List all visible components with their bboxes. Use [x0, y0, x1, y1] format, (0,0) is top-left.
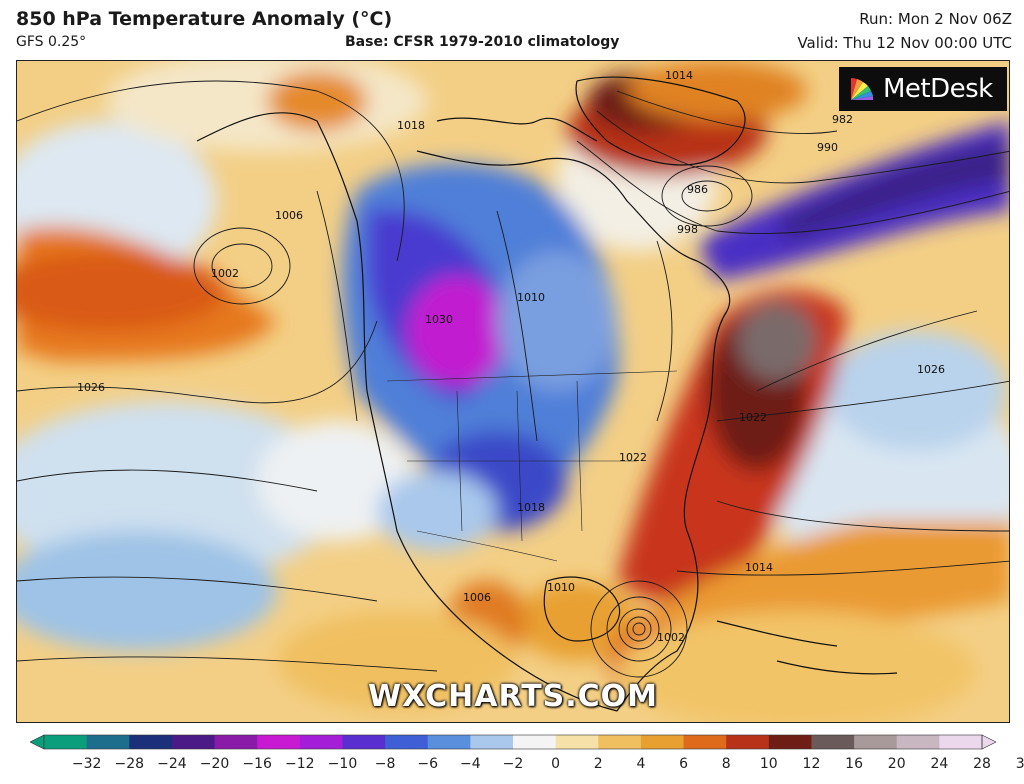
run-time: Run: Mon 2 Nov 06Z — [859, 10, 1012, 28]
colorbar-arrow-high — [981, 734, 997, 750]
isobar-label: 1018 — [397, 119, 425, 132]
isobar-label: 998 — [677, 223, 698, 236]
colorbar-segment — [598, 735, 642, 749]
colorbar-tick-label: 8 — [721, 756, 731, 772]
colorbar-segment — [214, 735, 258, 749]
colorbar-segment — [171, 735, 216, 749]
isobar-label: 1026 — [77, 381, 105, 394]
colorbar-segment — [768, 735, 812, 749]
colorbar-tick-label: −2 — [502, 756, 524, 772]
colorbar-segment — [257, 735, 301, 749]
colorbar-tick-label: 6 — [679, 756, 688, 772]
colorbar-segment — [640, 735, 685, 749]
climatology-base: Base: CFSR 1979-2010 climatology — [345, 34, 620, 50]
colorbar-tick-label: −8 — [374, 756, 396, 772]
isobars — [17, 80, 1009, 678]
isobar-labels: 1014 982 990 986 998 1002 1006 1010 1018… — [77, 69, 945, 644]
anomaly-field — [17, 61, 1009, 722]
colorbar-segment — [129, 735, 173, 749]
colorbar-tick-label: 24 — [930, 756, 949, 772]
colorbar-segment — [896, 735, 940, 749]
colorbar-tick-label: −16 — [242, 756, 272, 772]
colorbar-tick-label: −28 — [114, 756, 145, 772]
valid-time: Valid: Thu 12 Nov 00:00 UTC — [797, 34, 1012, 52]
isobar-label: 1014 — [745, 561, 773, 574]
metdesk-fan-icon — [851, 78, 874, 100]
colorbar-tick-label: 16 — [845, 756, 863, 772]
isobar-label: 1018 — [517, 501, 545, 514]
isobar-label: 1002 — [657, 631, 685, 644]
anomaly-map[interactable]: 1014 982 990 986 998 1002 1006 1010 1018… — [16, 60, 1010, 723]
colorbar-segment — [470, 735, 514, 749]
isobar-label: 1010 — [547, 581, 575, 594]
colorbar-tick-label: 28 — [973, 756, 991, 772]
colorbar-segment — [513, 735, 557, 749]
colorbar-tick-label: 12 — [802, 756, 821, 772]
wxcharts-watermark: WXCHARTS.COM — [367, 679, 659, 714]
colorbar-segment — [939, 735, 983, 749]
isobar-label: 1006 — [463, 591, 491, 604]
colorbar-segment — [86, 735, 130, 749]
metdesk-logo: MetDesk — [839, 67, 1007, 111]
colorbar-segment — [385, 735, 429, 749]
colorbar-arrow-low — [29, 734, 45, 750]
colorbar-tick-label: −12 — [285, 756, 315, 772]
metdesk-logo-text: MetDesk — [883, 74, 993, 104]
coastlines — [196, 76, 898, 712]
chart-title: 850 hPa Temperature Anomaly (°C) — [16, 8, 393, 30]
borders — [386, 370, 678, 562]
model-label: GFS 0.25° — [16, 34, 87, 50]
isobar-label: 1030 — [425, 313, 453, 326]
colorbar-strip — [29, 734, 997, 750]
colorbar-segment — [811, 735, 855, 749]
isobar-label: 1002 — [211, 267, 239, 280]
colorbar-tick-label: 20 — [887, 756, 906, 772]
colorbar-tick-label: 32 — [1015, 756, 1024, 772]
colorbar-segment — [726, 735, 770, 749]
isobar-label: 1010 — [517, 291, 545, 304]
colorbar-tick-label: −20 — [199, 756, 230, 772]
map-canvas: 1014 982 990 986 998 1002 1006 1010 1018… — [17, 61, 1009, 722]
isobar-label: 982 — [832, 113, 853, 126]
colorbar-segment — [427, 735, 471, 749]
colorbar-tick-label: 10 — [759, 756, 778, 772]
colorbar-tick-label: −4 — [460, 756, 481, 772]
colorbar-segment — [854, 735, 898, 749]
colorbar-segment — [555, 735, 599, 749]
colorbar-tick-label: −10 — [327, 756, 358, 772]
isobar-label: 1014 — [665, 69, 693, 82]
isobar-label: 986 — [687, 183, 708, 196]
color-legend: −32 −28 −24 −20 −16 −12 −10 −8 −6 −4 −2 0 2 4 6 8 10 12 16… — [29, 734, 1024, 778]
colorbar-segment — [44, 735, 88, 749]
isobar-label: 1022 — [619, 451, 647, 464]
colorbar-segment — [299, 735, 343, 749]
colorbar-border — [43, 734, 983, 750]
isobar-label: 990 — [817, 141, 838, 154]
isobar-label: 1006 — [275, 209, 303, 222]
colorbar-tick-label: 2 — [593, 756, 603, 772]
isobar-label: 1026 — [917, 363, 945, 376]
colorbar-segment — [683, 735, 727, 749]
colorbar-tick-label: 4 — [636, 756, 646, 772]
colorbar-tick-label: −24 — [157, 756, 187, 772]
isobar-label: 1022 — [739, 411, 767, 424]
colorbar-tick-label: −32 — [71, 756, 102, 772]
colorbar-tick-label: −6 — [417, 756, 439, 772]
colorbar-tick-label: 0 — [551, 756, 561, 772]
colorbar-segment — [342, 735, 386, 749]
